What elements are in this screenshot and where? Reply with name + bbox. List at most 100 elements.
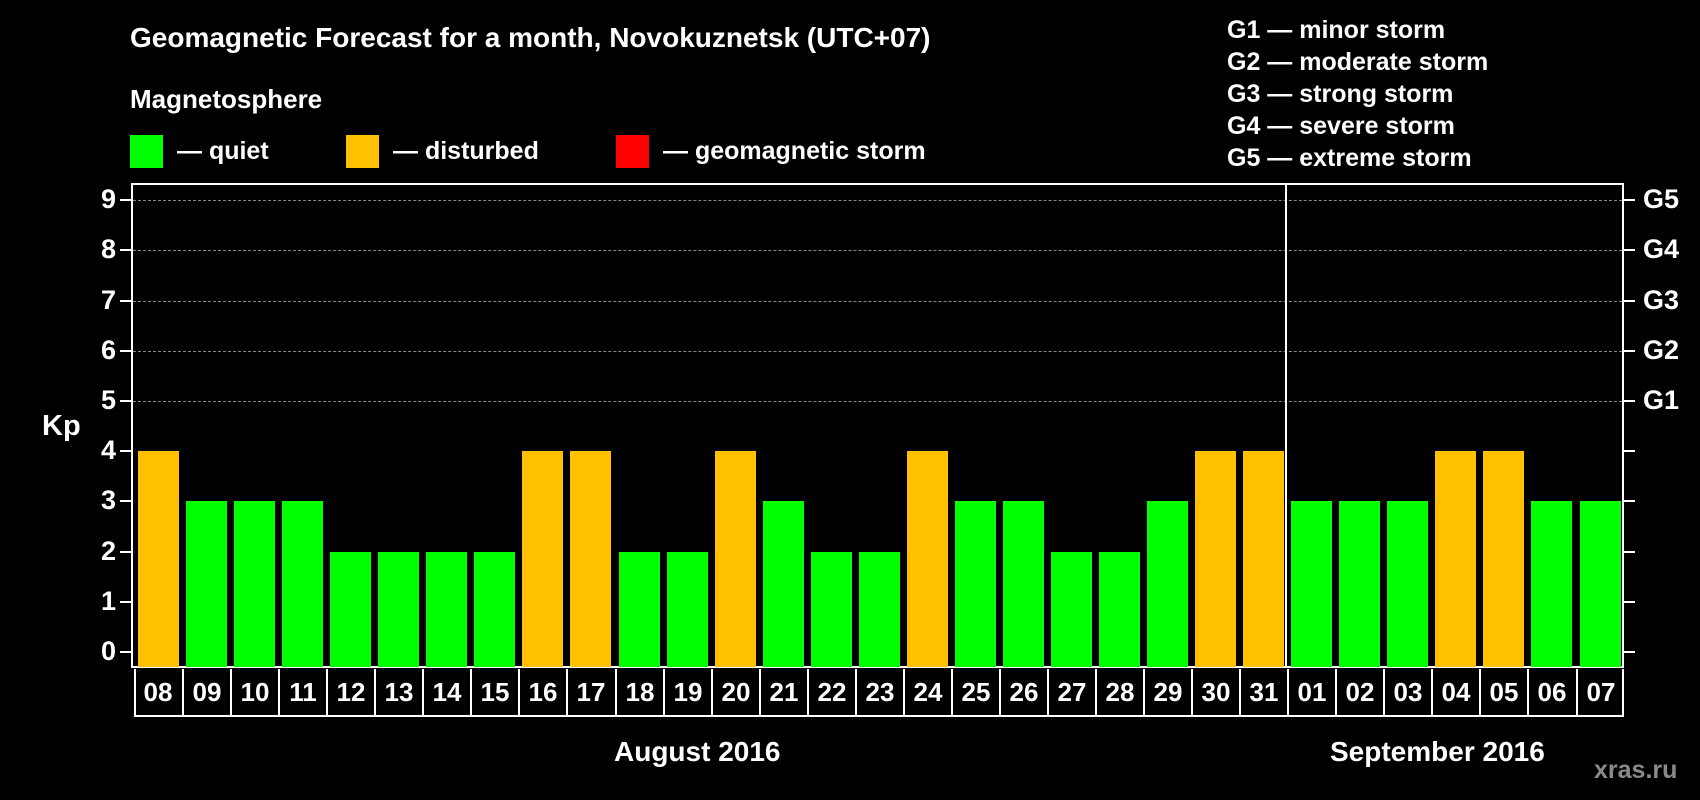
kp-bar	[715, 451, 756, 667]
date-label: 02	[1335, 669, 1383, 715]
date-label: 23	[855, 669, 903, 715]
legend-quiet-label: — quiet	[177, 136, 269, 165]
y-tick	[120, 450, 132, 452]
date-label: 05	[1479, 669, 1527, 715]
kp-bar	[667, 552, 708, 667]
date-label: 14	[422, 669, 470, 715]
y-tick	[120, 300, 132, 302]
month-label-september: September 2016	[1330, 736, 1545, 767]
g2-legend: G2 — moderate storm	[1227, 48, 1489, 76]
y-tick	[120, 551, 132, 553]
kp-bar	[1531, 501, 1572, 667]
y-tick-label: 1	[100, 586, 116, 616]
y-tick-label: 5	[100, 385, 116, 415]
gridline	[133, 351, 1622, 352]
date-label: 13	[374, 669, 422, 715]
date-label: 08	[143, 676, 173, 707]
y-tick-label: 3	[100, 485, 116, 515]
kp-bar	[1435, 451, 1476, 667]
kp-bar	[474, 552, 515, 667]
y-tick-right	[1623, 400, 1635, 402]
kp-bar	[955, 501, 996, 667]
kp-bar	[138, 451, 179, 667]
kp-bar	[1051, 552, 1092, 667]
watermark: xras.ru	[1594, 756, 1678, 784]
date-label: 29	[1143, 669, 1191, 715]
date-label: 07	[1576, 669, 1624, 715]
magnetosphere-title: Magnetosphere	[130, 84, 323, 114]
g-level-label: G1	[1643, 385, 1680, 415]
kp-bar	[619, 552, 660, 667]
plot-area	[131, 183, 1624, 668]
date-label: 27	[1047, 669, 1095, 715]
y-tick-label: 0	[100, 636, 116, 666]
kp-bar	[1580, 501, 1621, 667]
y-tick-label: 4	[100, 435, 116, 465]
date-label: 12	[326, 669, 374, 715]
date-label: 20	[711, 669, 759, 715]
gridline	[133, 250, 1622, 251]
kp-bar	[330, 552, 371, 667]
y-tick-right	[1623, 199, 1635, 201]
date-label: 11	[278, 669, 326, 715]
kp-bar	[1387, 501, 1428, 667]
g-scale-legend: G1 — minor storm G2 — moderate storm G3 …	[1227, 14, 1488, 174]
date-label: 06	[1527, 669, 1575, 715]
y-tick	[120, 249, 132, 251]
date-label: 04	[1431, 669, 1479, 715]
month-label-august: August 2016	[614, 736, 781, 767]
month-separator	[1285, 183, 1287, 668]
y-tick-right	[1623, 300, 1635, 302]
g3-legend: G3 — strong storm	[1227, 80, 1454, 108]
y-tick	[120, 400, 132, 402]
kp-bar	[426, 552, 467, 667]
legend-disturbed-label: — disturbed	[393, 136, 539, 165]
g4-legend: G4 — severe storm	[1227, 112, 1455, 140]
legend-storm-label: — geomagnetic storm	[663, 136, 926, 165]
date-label: 15	[470, 669, 518, 715]
kp-bar	[570, 451, 611, 667]
chart-title: Geomagnetic Forecast for a month, Novoku…	[130, 22, 931, 53]
y-tick	[120, 601, 132, 603]
kp-bar	[1483, 451, 1524, 667]
gridline	[133, 301, 1622, 302]
date-label: 30	[1191, 669, 1239, 715]
g-level-label: G2	[1643, 335, 1680, 365]
kp-bar	[1003, 501, 1044, 667]
y-tick	[120, 350, 132, 352]
date-label: 22	[807, 669, 855, 715]
date-label: 17	[566, 669, 614, 715]
y-tick-label: 2	[100, 536, 116, 566]
date-label: 28	[1095, 669, 1143, 715]
gridline	[133, 200, 1622, 201]
gridline	[133, 401, 1622, 402]
kp-bar	[1099, 552, 1140, 667]
y-tick-right	[1623, 350, 1635, 352]
date-row	[134, 669, 1624, 717]
y-tick-right	[1623, 450, 1635, 452]
y-tick-right	[1623, 249, 1635, 251]
kp-bar	[811, 552, 852, 667]
g1-legend: G1 — minor storm	[1227, 16, 1446, 44]
kp-bar	[186, 501, 227, 667]
date-label: 25	[951, 669, 999, 715]
kp-bar	[859, 552, 900, 667]
y-tick-right	[1623, 500, 1635, 502]
y-axis-label: Kp	[42, 410, 81, 442]
date-label: 18	[615, 669, 663, 715]
kp-bar	[522, 451, 563, 667]
y-tick-label: 6	[100, 335, 116, 365]
y-tick-right	[1623, 601, 1635, 603]
g5-legend: G5 — extreme storm	[1227, 144, 1472, 172]
legend-disturbed: — disturbed	[346, 134, 539, 168]
kp-bar	[1243, 451, 1284, 667]
date-label: 21	[759, 669, 807, 715]
kp-bar	[1339, 501, 1380, 667]
date-label: 03	[1383, 669, 1431, 715]
date-label: 31	[1239, 669, 1287, 715]
g-level-label: G5	[1643, 184, 1680, 214]
date-label: 24	[903, 669, 951, 715]
date-label: 01	[1287, 669, 1335, 715]
kp-bar	[1147, 501, 1188, 667]
legend-storm: — geomagnetic storm	[616, 134, 926, 168]
